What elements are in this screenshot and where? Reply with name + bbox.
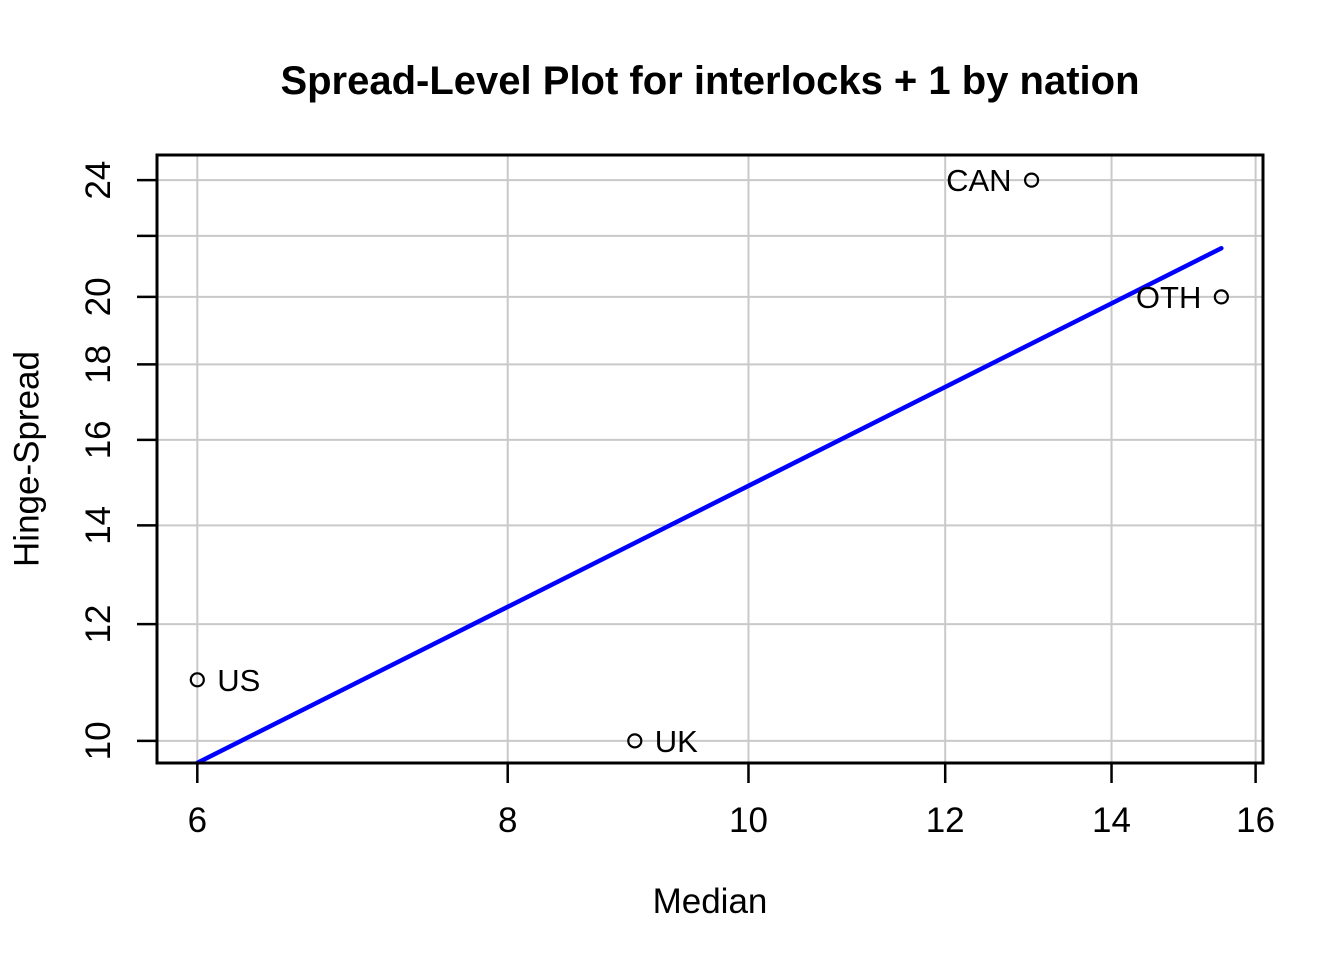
y-axis-tick-label: 18 xyxy=(79,345,118,384)
x-axis-tick-label: 14 xyxy=(1092,801,1131,840)
x-axis-tick-label: 8 xyxy=(498,801,517,840)
fit-line xyxy=(195,245,1224,766)
y-axis-tick-label: 24 xyxy=(79,161,118,200)
y-axis-tick-label: 10 xyxy=(79,721,118,760)
data-point-label: US xyxy=(217,663,260,698)
x-axis-tick-label: 6 xyxy=(188,801,207,840)
y-axis-tick-label: 20 xyxy=(79,277,118,316)
chart-title: Spread-Level Plot for interlocks + 1 by … xyxy=(280,59,1139,103)
x-axis-title: Median xyxy=(653,882,768,921)
plot-border xyxy=(155,153,1265,765)
y-axis-tick-label: 14 xyxy=(79,506,118,545)
plot-generated-layer: 6 8 10 12 14 16 10 12 14 16 18 20 24 US UK CAN OTH xyxy=(79,153,1275,840)
data-point-circle xyxy=(627,733,643,749)
y-axis-title: Hinge-Spread xyxy=(7,351,46,567)
data-point-circle xyxy=(1023,172,1040,188)
x-axis-tick-label: 12 xyxy=(926,801,965,840)
data-point-label: CAN xyxy=(946,163,1011,198)
x-axis-tick-label: 10 xyxy=(729,801,768,840)
data-point-label: OTH xyxy=(1136,280,1201,315)
y-axis-tick-label: 16 xyxy=(79,420,118,459)
data-point-label: UK xyxy=(655,724,698,759)
x-axis-tick-label: 16 xyxy=(1236,801,1275,840)
y-axis-tick-label: 12 xyxy=(79,605,118,644)
data-point-circle xyxy=(1213,289,1229,305)
data-point-circle xyxy=(189,672,205,688)
